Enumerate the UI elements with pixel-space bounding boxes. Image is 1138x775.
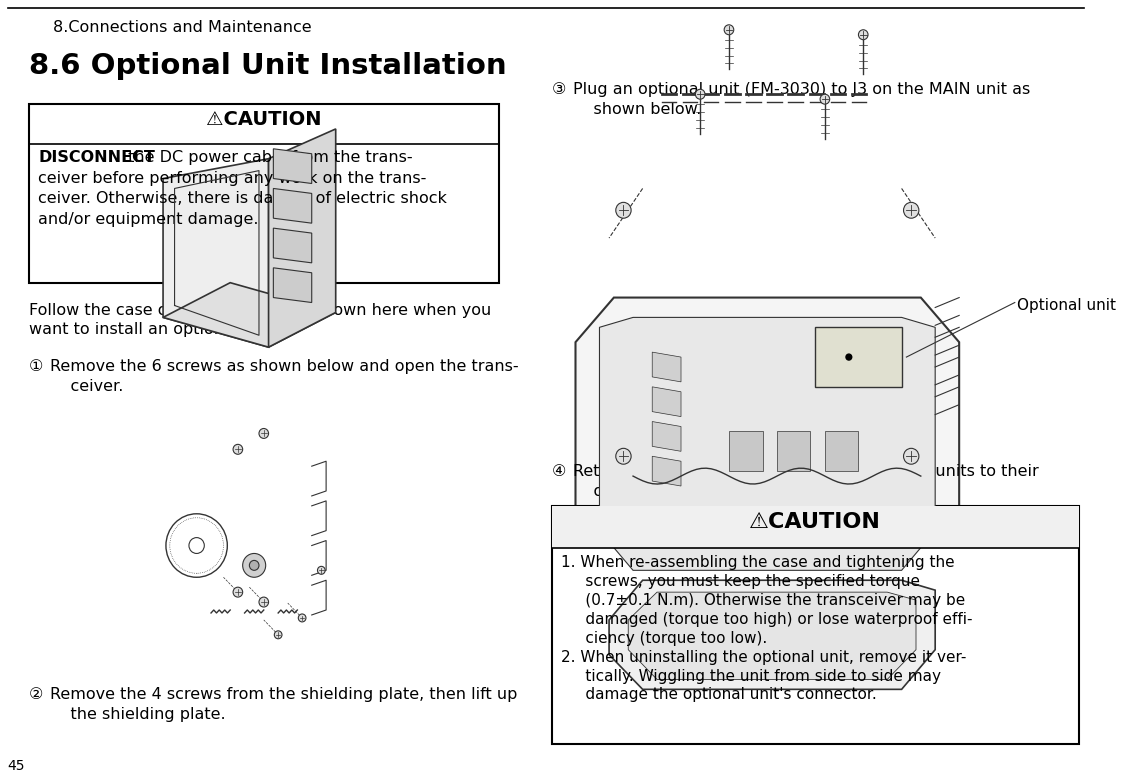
Bar bbox=[815, 327, 901, 387]
Text: damaged (torque too high) or lose waterproof effi-: damaged (torque too high) or lose waterp… bbox=[561, 612, 973, 627]
Circle shape bbox=[904, 202, 918, 219]
Circle shape bbox=[274, 631, 282, 639]
Polygon shape bbox=[652, 352, 681, 382]
Polygon shape bbox=[825, 432, 858, 471]
Text: Return the shielding plate and assemble the units to their: Return the shielding plate and assemble … bbox=[572, 464, 1038, 479]
Text: tically. Wiggling the unit from side to side may: tically. Wiggling the unit from side to … bbox=[561, 669, 941, 684]
Text: Plug an optional unit (FM-3030) to J3 on the MAIN unit as: Plug an optional unit (FM-3030) to J3 on… bbox=[572, 82, 1030, 98]
Circle shape bbox=[695, 89, 704, 99]
Polygon shape bbox=[600, 318, 935, 570]
Circle shape bbox=[298, 614, 306, 622]
Text: ciency (torque too low).: ciency (torque too low). bbox=[561, 631, 767, 646]
Bar bbox=[28, 104, 498, 283]
Text: ①: ① bbox=[28, 359, 43, 374]
Polygon shape bbox=[163, 159, 269, 347]
Text: ceiver before performing any work on the trans-: ceiver before performing any work on the… bbox=[39, 170, 427, 185]
Text: 2. When uninstalling the optional unit, remove it ver-: 2. When uninstalling the optional unit, … bbox=[561, 649, 966, 665]
Circle shape bbox=[846, 354, 851, 360]
Polygon shape bbox=[652, 387, 681, 417]
Text: 1. When re-assembling the case and tightening the: 1. When re-assembling the case and tight… bbox=[561, 556, 955, 570]
Text: DISCONNECT: DISCONNECT bbox=[39, 150, 155, 165]
Text: 8.Connections and Maintenance: 8.Connections and Maintenance bbox=[52, 20, 312, 35]
Polygon shape bbox=[576, 298, 959, 591]
Text: 45: 45 bbox=[8, 759, 25, 773]
Circle shape bbox=[259, 429, 269, 439]
Polygon shape bbox=[163, 283, 336, 347]
Text: (0.7±0.1 N.m). Otherwise the transceiver may be: (0.7±0.1 N.m). Otherwise the transceiver… bbox=[561, 593, 965, 608]
Text: want to install an optional unit.: want to install an optional unit. bbox=[28, 322, 280, 337]
Polygon shape bbox=[269, 129, 336, 347]
Polygon shape bbox=[652, 456, 681, 486]
Circle shape bbox=[858, 29, 868, 40]
Text: Optional unit: Optional unit bbox=[1016, 298, 1115, 312]
Text: ceiver. Otherwise, there is danger of electric shock: ceiver. Otherwise, there is danger of el… bbox=[39, 191, 447, 206]
Polygon shape bbox=[729, 432, 762, 471]
Text: ③: ③ bbox=[552, 82, 566, 98]
Polygon shape bbox=[273, 268, 312, 302]
Circle shape bbox=[820, 95, 830, 104]
Circle shape bbox=[616, 448, 632, 464]
Text: screws, you must keep the specified torque: screws, you must keep the specified torq… bbox=[561, 574, 921, 589]
Text: original positions.: original positions. bbox=[572, 484, 735, 499]
Circle shape bbox=[233, 444, 242, 454]
Text: ②: ② bbox=[28, 687, 43, 702]
Text: Remove the 4 screws from the shielding plate, then lift up: Remove the 4 screws from the shielding p… bbox=[50, 687, 518, 702]
Text: ceiver.: ceiver. bbox=[50, 379, 123, 394]
Text: damage the optional unit's connector.: damage the optional unit's connector. bbox=[561, 687, 877, 702]
Text: the DC power cable from the trans-: the DC power cable from the trans- bbox=[123, 150, 412, 165]
Polygon shape bbox=[273, 149, 312, 184]
Text: the shielding plate.: the shielding plate. bbox=[50, 708, 225, 722]
Text: and/or equipment damage.: and/or equipment damage. bbox=[39, 212, 258, 227]
Circle shape bbox=[259, 597, 269, 607]
Bar bbox=[552, 506, 1079, 744]
Text: Remove the 6 screws as shown below and open the trans-: Remove the 6 screws as shown below and o… bbox=[50, 359, 519, 374]
Text: ⚠CAUTION: ⚠CAUTION bbox=[206, 110, 322, 129]
Polygon shape bbox=[273, 228, 312, 263]
Polygon shape bbox=[652, 422, 681, 451]
Bar bbox=[552, 506, 1079, 547]
Circle shape bbox=[233, 587, 242, 597]
Text: ⚠CAUTION: ⚠CAUTION bbox=[749, 512, 881, 532]
Circle shape bbox=[318, 567, 325, 574]
Circle shape bbox=[904, 448, 918, 464]
Circle shape bbox=[242, 553, 265, 577]
Circle shape bbox=[249, 560, 259, 570]
Text: shown below.: shown below. bbox=[572, 102, 701, 117]
Polygon shape bbox=[609, 580, 935, 689]
Polygon shape bbox=[777, 432, 810, 471]
Circle shape bbox=[616, 202, 632, 219]
Polygon shape bbox=[628, 592, 916, 680]
Text: Follow the case opening procedure shown here when you: Follow the case opening procedure shown … bbox=[28, 302, 490, 318]
Text: 8.6 Optional Unit Installation: 8.6 Optional Unit Installation bbox=[28, 52, 506, 80]
Circle shape bbox=[724, 25, 734, 35]
Polygon shape bbox=[273, 188, 312, 223]
Text: ④: ④ bbox=[552, 464, 566, 479]
